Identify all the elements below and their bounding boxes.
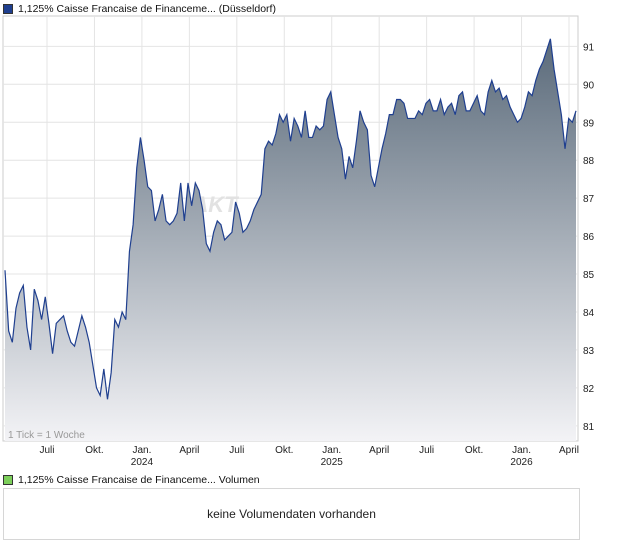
y-tick-label: 85 xyxy=(583,270,595,281)
x-tick-label: Jan. xyxy=(132,445,151,456)
volume-swatch-icon xyxy=(3,475,13,485)
x-tick-label: Juli xyxy=(419,445,434,456)
tick-note: 1 Tick = 1 Woche xyxy=(8,430,85,441)
y-tick-label: 90 xyxy=(583,80,595,91)
x-tick-label: Okt. xyxy=(275,445,293,456)
y-tick-label: 91 xyxy=(583,42,595,53)
x-tick-label: Jan. xyxy=(322,445,341,456)
series-swatch-icon xyxy=(3,4,13,14)
volume-title: 1,125% Caisse Francaise de Financeme... … xyxy=(18,474,260,486)
x-tick-label: Okt. xyxy=(465,445,483,456)
x-tick-label: Juli xyxy=(229,445,244,456)
x-year-label: 2026 xyxy=(510,457,533,468)
y-tick-label: 88 xyxy=(583,156,595,167)
y-tick-label: 87 xyxy=(583,194,595,205)
price-area xyxy=(5,38,576,442)
x-tick-label: April xyxy=(179,445,199,456)
chart-legend: 1,125% Caisse Francaise de Financeme... … xyxy=(3,2,276,16)
y-tick-label: 89 xyxy=(583,118,595,129)
price-line xyxy=(4,38,577,400)
x-year-label: 2024 xyxy=(131,457,154,468)
x-year-label: 2025 xyxy=(321,457,344,468)
y-tick-label: 83 xyxy=(583,346,595,357)
x-tick-label: Okt. xyxy=(85,445,103,456)
y-tick-label: 81 xyxy=(583,422,595,433)
y-tick-label: 84 xyxy=(583,308,595,319)
x-tick-label: April xyxy=(369,445,389,456)
chart-title: 1,125% Caisse Francaise de Financeme... … xyxy=(18,3,276,15)
x-tick-label: April xyxy=(559,445,579,456)
y-tick-label: 86 xyxy=(583,232,595,243)
volume-legend: 1,125% Caisse Francaise de Financeme... … xyxy=(3,473,260,487)
x-tick-label: Juli xyxy=(39,445,54,456)
x-tick-label: Jan. xyxy=(512,445,531,456)
volume-panel: keine Volumendaten vorhanden xyxy=(3,488,580,540)
volume-empty-text: keine Volumendaten vorhanden xyxy=(207,507,376,521)
y-tick-label: 82 xyxy=(583,384,595,395)
